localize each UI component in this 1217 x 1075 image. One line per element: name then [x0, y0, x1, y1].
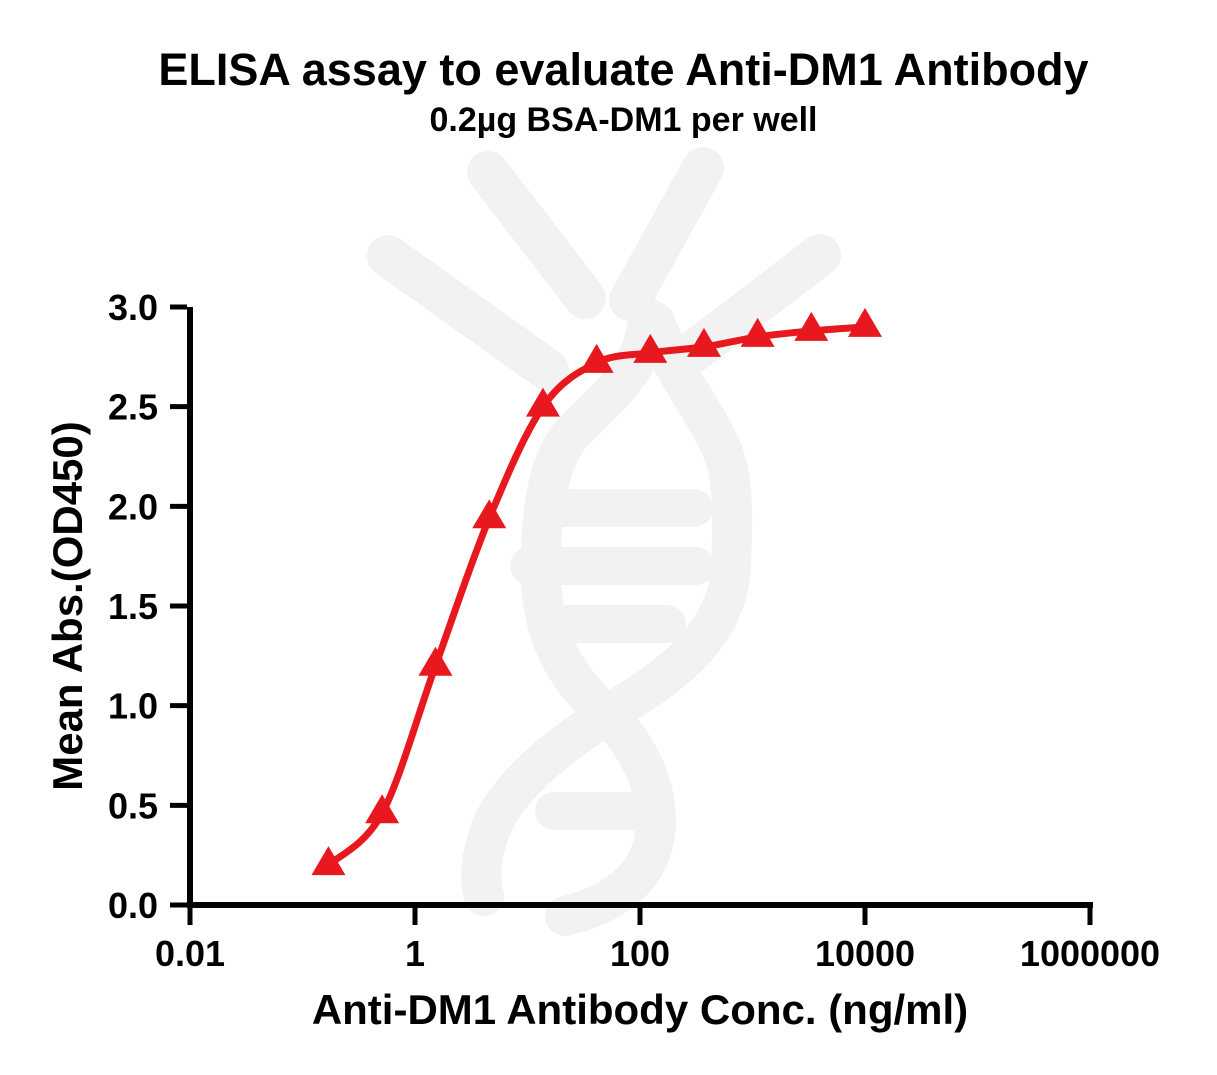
x-axis-title: Anti-DM1 Antibody Conc. (ng/ml) [311, 986, 969, 1033]
y-tick-label: 0.5 [108, 785, 158, 826]
data-points [311, 307, 882, 876]
y-tick-label: 1.5 [108, 586, 158, 627]
y-tick-label: 3.0 [108, 287, 158, 328]
x-tick-label: 1000000 [1020, 933, 1160, 974]
data-point-marker [633, 333, 668, 363]
chart-subtitle: 0.2µg BSA-DM1 per well [429, 101, 818, 139]
chart-title: ELISA assay to evaluate Anti-DM1 Antibod… [158, 44, 1089, 95]
x-tick-label: 0.01 [155, 933, 225, 974]
data-point-marker [472, 499, 507, 529]
data-point-marker [525, 387, 560, 417]
data-point-marker [579, 343, 614, 373]
axes: 0.01 1 100 10000 1000000 0.0 0.5 1.0 1.5 2.0 2.5 3.… [108, 287, 1160, 974]
data-point-marker [365, 794, 400, 824]
x-tick-label: 1 [405, 933, 425, 974]
dna-helix-watermark-icon [367, 147, 841, 936]
data-point-marker [794, 311, 829, 341]
y-tick-label: 0.0 [108, 885, 158, 926]
y-tick-label: 2.0 [108, 486, 158, 527]
y-tick-label: 2.5 [108, 387, 158, 428]
x-tick-label: 100 [610, 933, 670, 974]
data-point-marker [848, 307, 882, 337]
x-tick-label: 10000 [815, 933, 915, 974]
y-tick-label: 1.0 [108, 686, 158, 727]
data-point-marker [686, 327, 721, 357]
data-point-marker [311, 846, 346, 876]
data-point-marker [418, 646, 453, 676]
data-point-marker [740, 317, 775, 347]
